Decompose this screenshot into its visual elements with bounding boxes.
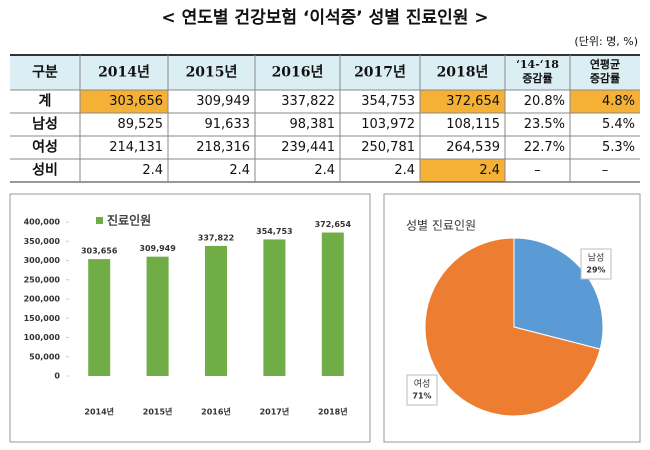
y-tick-label: 150,000 — [24, 314, 61, 323]
row-label: 남성 — [32, 116, 58, 133]
table-header-bg — [10, 55, 640, 90]
highlight-cell — [420, 159, 505, 182]
y-tick-label: 100,000 — [24, 333, 61, 342]
bar — [146, 256, 169, 376]
table-cell: 264,539 — [446, 140, 500, 155]
y-tick-label: 200,000 — [24, 295, 61, 304]
slice-name: 여성 — [414, 378, 431, 390]
x-tick-label: 2016년 — [201, 407, 231, 417]
row-label: 계 — [39, 94, 52, 110]
table-cell: – — [602, 163, 609, 178]
table-cell: 303,656 — [109, 94, 163, 109]
table-cell: 309,949 — [196, 94, 250, 109]
table-header: 2018년 — [437, 65, 489, 81]
slice-label-box — [406, 374, 438, 406]
slice-value: 71% — [412, 392, 431, 401]
table-cell: 4.8% — [602, 94, 635, 109]
page-title: < 연도별 건강보험 ‘이석증’ 성별 진료인원 > — [161, 7, 488, 28]
value-label: 309,949 — [139, 244, 176, 253]
table-header: 증감률 — [590, 71, 620, 85]
value-label: 354,753 — [256, 227, 292, 236]
table-cell: 2.4 — [314, 163, 335, 178]
bar-chart-frame — [9, 193, 371, 443]
table-header: 연평균 — [590, 57, 620, 71]
table-cell: 214,131 — [109, 140, 163, 155]
bar — [205, 245, 227, 376]
x-tick-label: 2017년 — [260, 407, 290, 417]
table-cell: – — [534, 163, 541, 178]
table-cell: 2.4 — [394, 163, 415, 178]
table-cell: 108,115 — [446, 117, 500, 132]
chart-title: 성별 진료인원 — [406, 219, 476, 233]
highlight-cell — [80, 90, 168, 113]
table-cell: 98,381 — [290, 117, 336, 132]
table-cell: 89,525 — [118, 117, 164, 132]
table-cell: 91,633 — [205, 117, 251, 132]
table-cell: 250,781 — [361, 140, 415, 155]
x-tick-label: 2015년 — [143, 407, 173, 417]
unit-note: (단위: 명, %) — [574, 35, 638, 48]
value-label: 337,822 — [198, 233, 234, 242]
table-cell: 2.4 — [479, 163, 500, 178]
row-label: 여성 — [32, 139, 58, 156]
table-cell: 337,822 — [281, 94, 335, 109]
value-label: 303,656 — [81, 247, 118, 256]
table-cell: 20.8% — [524, 94, 565, 109]
table-cell: 103,972 — [361, 117, 415, 132]
x-tick-label: 2014년 — [84, 407, 114, 417]
bar — [321, 232, 344, 376]
table-header: 2015년 — [186, 65, 238, 81]
legend-label: 진료인원 — [107, 213, 151, 228]
pie-slice — [424, 237, 601, 417]
table-cell: 5.4% — [602, 117, 635, 132]
y-tick-label: 250,000 — [24, 275, 61, 284]
table-cell: 2.4 — [229, 163, 250, 178]
y-tick-label: 400,000 — [24, 218, 61, 227]
bar — [263, 239, 286, 376]
table-header: 증감률 — [522, 71, 552, 85]
table-cell: 372,654 — [446, 94, 500, 109]
table-cell: 2.4 — [142, 163, 163, 178]
y-tick-label: 350,000 — [24, 237, 61, 246]
highlight-cell — [570, 90, 640, 113]
table-header: 2016년 — [272, 65, 324, 81]
y-tick-label: 50,000 — [29, 352, 60, 361]
slice-label-box — [580, 248, 612, 280]
table-cell: 239,441 — [281, 140, 335, 155]
y-tick-label: 300,000 — [24, 256, 61, 265]
highlight-cell — [420, 90, 505, 113]
table-cell: 23.5% — [524, 117, 565, 132]
y-tick-label: 0 — [54, 372, 60, 381]
x-tick-label: 2018년 — [318, 407, 348, 417]
bar — [88, 259, 111, 376]
table-cell: 22.7% — [524, 140, 565, 155]
table-cell: 5.3% — [602, 140, 635, 155]
row-label: 성비 — [32, 163, 58, 179]
table-header: 2017년 — [354, 65, 406, 81]
table-cell: 354,753 — [361, 94, 415, 109]
table-header: 구분 — [32, 65, 58, 81]
table-header: 2014년 — [98, 65, 150, 81]
slice-value: 29% — [586, 266, 605, 275]
legend-swatch — [96, 217, 103, 224]
table-cell: 218,316 — [196, 140, 250, 155]
value-label: 372,654 — [315, 220, 352, 229]
slice-name: 남성 — [588, 253, 605, 264]
table-header: ‘14-‘18 — [516, 58, 559, 71]
